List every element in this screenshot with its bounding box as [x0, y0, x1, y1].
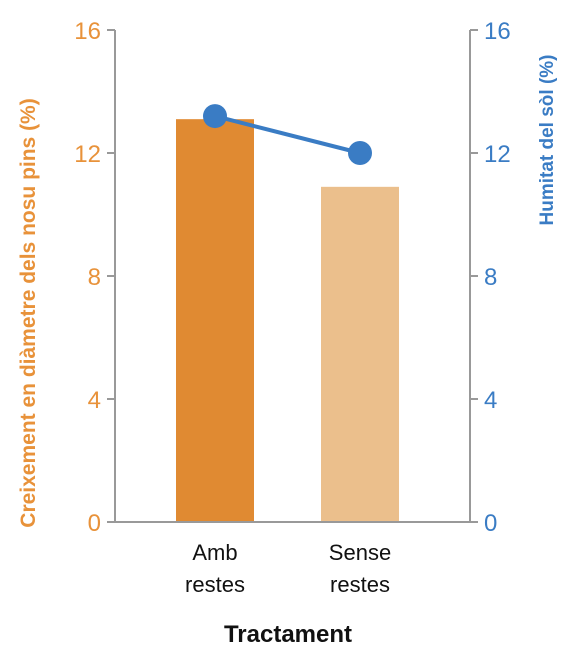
left-tick-label: 16 [74, 18, 101, 45]
left-tick-label: 12 [74, 141, 101, 168]
right-axis-title: Humitat del sòl (%) [537, 54, 558, 225]
left-tick-label: 8 [88, 264, 101, 291]
bar-1 [321, 186, 399, 522]
right-tick-label: 8 [484, 264, 497, 291]
axes-layer [107, 29, 478, 523]
right-tick-label: 0 [484, 510, 497, 537]
left-axis-title: Creixement en diàmetre dels nosu pins (%… [17, 98, 40, 527]
humidity-line [214, 114, 361, 155]
humidity-point-1 [348, 141, 372, 165]
humidity-point-0 [203, 104, 227, 129]
bars-layer [176, 119, 399, 523]
right-tick-label: 12 [484, 141, 511, 168]
category-label: restes [330, 572, 390, 597]
right-tick-label: 16 [484, 18, 511, 45]
right-tick-label: 4 [484, 387, 497, 414]
bar-0 [176, 119, 254, 523]
category-label: restes [185, 572, 245, 597]
x-axis-title: Tractament [224, 621, 352, 646]
line-layer [203, 104, 372, 165]
category-label: Sense [329, 540, 391, 565]
category-label: Amb [192, 540, 237, 565]
text-layer: Creixement en diàmetre dels nosu pins (%… [17, 18, 558, 646]
left-tick-label: 4 [88, 387, 101, 414]
left-tick-label: 0 [88, 510, 101, 537]
